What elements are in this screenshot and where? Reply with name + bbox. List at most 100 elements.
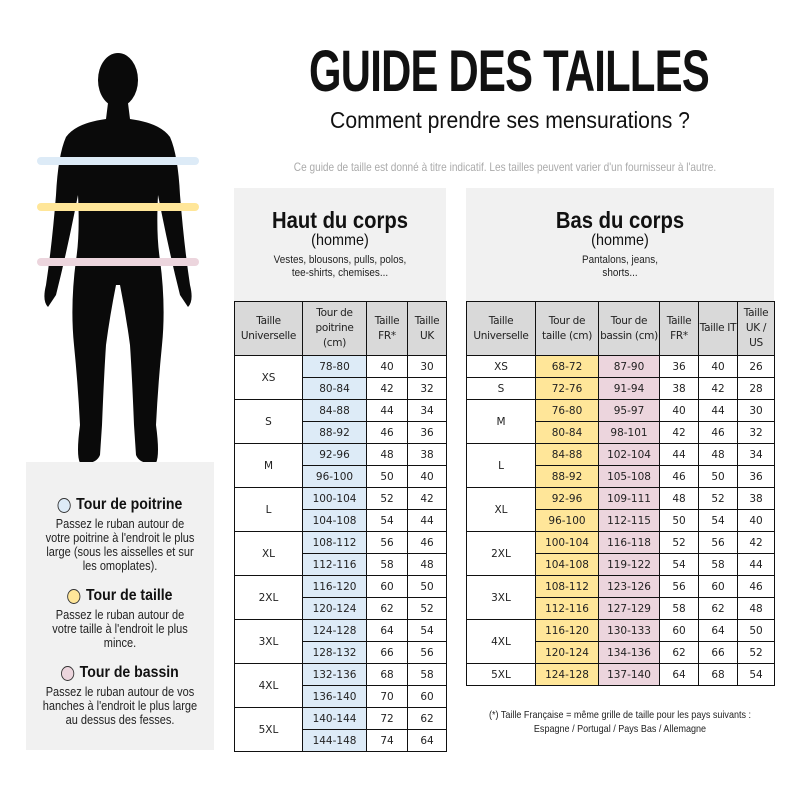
value-cell: 108-112 <box>535 575 599 598</box>
legend-text: Passez le ruban autour de votre poitrine… <box>45 517 195 573</box>
value-cell: 40 <box>407 465 447 488</box>
table-row: S 72-76 91-94 38 42 28 <box>466 377 775 400</box>
legend-item: Tour de poitrine Passez le ruban autour d… <box>26 496 214 573</box>
value-cell: 66 <box>366 641 408 664</box>
value-cell: 38 <box>737 487 775 510</box>
value-cell: 40 <box>737 509 775 532</box>
value-cell: 56 <box>659 575 699 598</box>
value-cell: 30 <box>737 399 775 422</box>
table-row: XL 92-96 109-111 48 52 38 <box>466 487 775 532</box>
body-silhouette-image <box>44 53 192 464</box>
footnote-line-1: (*) Taille Française = même grille de ta… <box>488 709 752 721</box>
table-row: 88-92 105-108 46 50 36 <box>467 465 775 488</box>
value-cell: 132-136 <box>302 663 367 686</box>
chest-band <box>37 157 199 165</box>
table-row: 4XL 132-136 68 58 <box>234 663 447 708</box>
column-header: Tour de poitrine (cm) <box>302 301 367 356</box>
table-row: 5XL 140-144 72 62 <box>234 707 447 752</box>
bottom-size-table: Taille Universelle Tour de taille (cm) Tou… <box>466 301 775 686</box>
bottom-title: Bas du corps <box>555 207 685 233</box>
value-cell: 116-118 <box>598 531 660 554</box>
value-cell: 48 <box>737 597 775 620</box>
table-row: 112-116 58 48 <box>235 553 447 576</box>
value-cell: 60 <box>659 619 699 642</box>
legend-title: Tour de bassin <box>37 664 202 682</box>
size-cell: 2XL <box>466 531 536 576</box>
value-cell: 66 <box>698 641 738 664</box>
value-cell: 42 <box>659 421 699 444</box>
value-cell: 96-100 <box>302 465 367 488</box>
size-cell: 4XL <box>234 663 303 708</box>
value-cell: 46 <box>698 421 738 444</box>
page-subtitle: Comment prendre ses mensurations ? <box>330 107 690 133</box>
bottom-subtitle: (homme) <box>591 232 649 249</box>
table-row: 2XL 100-104 116-118 52 56 42 <box>466 531 775 576</box>
value-cell: 48 <box>698 443 738 466</box>
top-heading-box: Haut du corps (homme) Vestes, blousons, … <box>234 188 446 301</box>
value-cell: 48 <box>366 443 408 466</box>
size-cell: XL <box>466 487 536 532</box>
table-row: 136-140 70 60 <box>235 685 447 708</box>
value-cell: 44 <box>407 509 447 532</box>
value-cell: 60 <box>366 575 408 598</box>
value-cell: 62 <box>659 641 699 664</box>
value-cell: 58 <box>407 663 447 686</box>
value-cell: 36 <box>737 465 775 488</box>
legend-text: Passez le ruban autour de votre taille à… <box>52 608 188 650</box>
value-cell: 119-122 <box>598 553 660 576</box>
value-cell: 74 <box>366 729 408 752</box>
value-cell: 64 <box>366 619 408 642</box>
value-cell: 68 <box>366 663 408 686</box>
value-cell: 48 <box>659 487 699 510</box>
value-cell: 58 <box>698 553 738 576</box>
top-description: Vestes, blousons, pulls, polos, tee-shir… <box>273 254 407 279</box>
value-cell: 48 <box>407 553 447 576</box>
column-header: Taille UK / US <box>737 301 775 356</box>
value-cell: 28 <box>737 377 775 400</box>
value-cell: 50 <box>698 465 738 488</box>
value-cell: 34 <box>407 399 447 422</box>
disclaimer: Ce guide de taille est donné à titre ind… <box>293 160 717 174</box>
top-title: Haut du corps <box>271 207 409 233</box>
value-cell: 124-128 <box>535 663 599 686</box>
value-cell: 40 <box>659 399 699 422</box>
value-cell: 64 <box>659 663 699 686</box>
table-row: 80-84 98-101 42 46 32 <box>467 421 775 444</box>
table-row: 80-84 42 32 <box>235 377 447 400</box>
value-cell: 64 <box>698 619 738 642</box>
value-cell: 78-80 <box>302 355 367 378</box>
value-cell: 46 <box>659 465 699 488</box>
table-row: L 100-104 52 42 <box>234 487 447 532</box>
table-row: L 84-88 102-104 44 48 34 <box>466 443 775 488</box>
table-row: 104-108 54 44 <box>235 509 447 532</box>
value-cell: 105-108 <box>598 465 660 488</box>
value-cell: 84-88 <box>535 443 599 466</box>
value-cell: 72-76 <box>535 377 599 400</box>
bottom-heading-box: Bas du corps (homme) Pantalons, jeans, s… <box>466 188 774 301</box>
value-cell: 123-126 <box>598 575 660 598</box>
value-cell: 54 <box>737 663 775 686</box>
size-cell: 2XL <box>234 575 303 620</box>
hip-band <box>37 258 199 266</box>
value-cell: 46 <box>407 531 447 554</box>
value-cell: 88-92 <box>535 465 599 488</box>
value-cell: 50 <box>737 619 775 642</box>
size-cell: L <box>466 443 536 488</box>
value-cell: 46 <box>737 575 775 598</box>
value-cell: 44 <box>659 443 699 466</box>
size-cell: 4XL <box>466 619 536 664</box>
value-cell: 62 <box>366 597 408 620</box>
table-row: 128-132 66 56 <box>235 641 447 664</box>
value-cell: 38 <box>407 443 447 466</box>
column-header: Taille FR* <box>366 301 408 356</box>
value-cell: 80-84 <box>302 377 367 400</box>
value-cell: 108-112 <box>302 531 367 554</box>
value-cell: 112-116 <box>302 553 367 576</box>
value-cell: 140-144 <box>302 707 367 730</box>
value-cell: 58 <box>366 553 408 576</box>
value-cell: 104-108 <box>535 553 599 576</box>
value-cell: 104-108 <box>302 509 367 532</box>
table-row: XS 68-72 87-90 36 40 26 <box>466 355 775 378</box>
value-cell: 102-104 <box>598 443 660 466</box>
value-cell: 50 <box>407 575 447 598</box>
